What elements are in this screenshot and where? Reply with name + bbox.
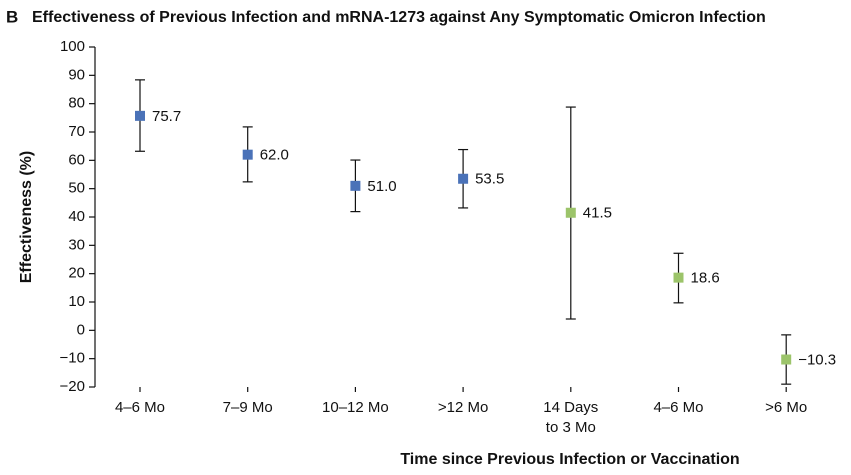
x-tick-label: >12 Mo xyxy=(437,399,489,416)
y-tick-label: 30 xyxy=(68,236,85,253)
x-tick-label: 14 Days to 3 Mo xyxy=(543,399,599,436)
y-tick-label: 100 xyxy=(60,38,85,55)
chart-title: Effectiveness of Previous Infection and … xyxy=(32,9,766,26)
x-tick-label: 10–12 Mo xyxy=(322,399,389,416)
y-tick-label: 70 xyxy=(68,123,85,140)
y-tick-label: 10 xyxy=(68,293,85,310)
y-tick-label: 20 xyxy=(68,265,85,282)
data-label: 51.0 xyxy=(367,178,396,195)
data-label: −10.3 xyxy=(798,351,836,368)
point xyxy=(458,173,469,184)
y-tick-label: 90 xyxy=(68,66,85,83)
y-tick-label: 60 xyxy=(68,151,85,168)
y-tick-label: −20 xyxy=(60,378,85,395)
y-tick-label: 0 xyxy=(77,321,85,338)
y-tick-label: −10 xyxy=(60,350,85,367)
x-tick-label: 4–6 Mo xyxy=(114,399,166,416)
point xyxy=(781,354,792,365)
point xyxy=(135,110,145,121)
data-label: 41.5 xyxy=(583,205,612,222)
point xyxy=(350,180,361,191)
point xyxy=(673,272,684,283)
data-label: 18.6 xyxy=(691,270,720,287)
x-tick-label: 4–6 Mo xyxy=(653,399,704,416)
point xyxy=(565,207,576,218)
data-label: 53.5 xyxy=(475,171,504,188)
panel-label: B xyxy=(6,7,18,26)
data-label: 75.7 xyxy=(152,108,181,125)
y-tick-label: 80 xyxy=(68,95,85,112)
point xyxy=(242,149,253,160)
y-axis-label: Effectiveness (%) xyxy=(18,151,35,284)
data-label: 62.0 xyxy=(260,147,289,164)
y-tick-label: 40 xyxy=(68,208,85,225)
x-tick-label: >6 Mo xyxy=(765,399,808,416)
x-axis-label: Time since Previous Infection or Vaccina… xyxy=(400,451,739,468)
y-tick-label: 50 xyxy=(68,180,85,197)
x-tick-label: 7–9 Mo xyxy=(222,399,273,416)
